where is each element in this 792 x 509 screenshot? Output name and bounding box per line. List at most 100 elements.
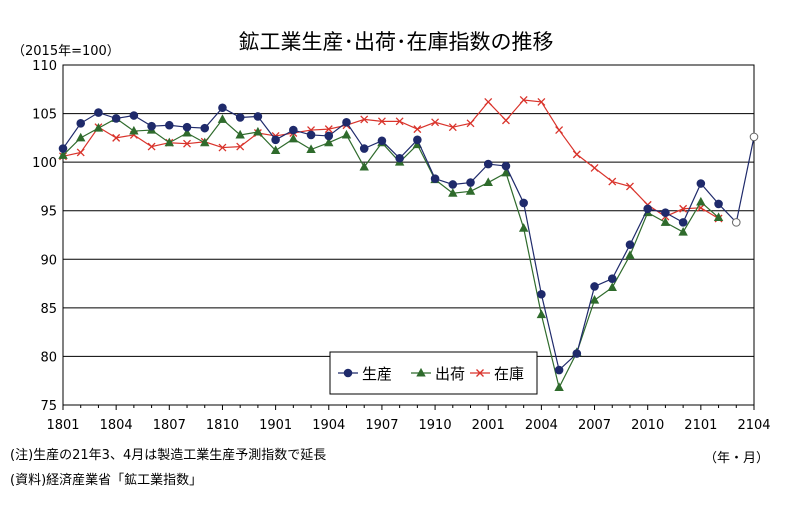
point-出荷-37	[713, 212, 724, 222]
point-出荷-8	[200, 137, 210, 147]
x-axis-unit-label: （年・月）	[704, 451, 770, 466]
point-生産-12	[271, 135, 280, 145]
point-出荷-9	[217, 114, 228, 123]
y-axis-unit-label: （2015年=100）	[12, 44, 120, 59]
point-生産-32	[625, 240, 635, 250]
point-出荷-25	[501, 167, 511, 177]
point-生産-24	[483, 159, 493, 169]
point-在庫-18	[377, 117, 386, 126]
point-生産-1	[76, 118, 86, 128]
point-出荷-23	[465, 186, 476, 195]
point-出荷-7	[182, 127, 192, 137]
y-tick-label-100: 100	[32, 156, 57, 171]
point-生産-21	[430, 174, 440, 183]
point-出荷-35	[678, 226, 688, 236]
point-生産-29	[572, 349, 582, 358]
point-在庫-10	[236, 142, 245, 151]
point-出荷-10	[235, 129, 245, 139]
point-生産-39	[749, 132, 759, 142]
series-line-出荷	[62, 117, 719, 390]
point-生産-17	[359, 144, 369, 153]
point-出荷-1	[76, 132, 86, 142]
point-生産-2	[94, 108, 103, 117]
point-在庫-1	[76, 148, 85, 157]
footnote: (注)生産の21年3、4月は製造工業生産予測指数で延長	[10, 448, 327, 463]
point-生産-8	[200, 123, 210, 133]
point-生産-19	[395, 153, 404, 163]
point-生産-18	[377, 136, 387, 146]
point-在庫-31	[608, 177, 617, 186]
source-note: (資料)経済産業省「鉱工業指数」	[10, 473, 203, 488]
point-生産-10	[235, 113, 245, 122]
point-出荷-14	[306, 144, 316, 154]
point-在庫-7	[183, 139, 191, 148]
point-在庫-21	[431, 118, 440, 127]
point-在庫-3	[112, 133, 121, 142]
point-在庫-30	[590, 164, 599, 172]
point-生産-27	[537, 289, 546, 299]
point-出荷-27	[536, 309, 547, 319]
point-生産-25	[501, 161, 511, 171]
point-出荷-36	[696, 196, 706, 206]
point-生産-34	[661, 208, 670, 217]
series-group	[58, 96, 759, 392]
x-tick-label-1910: 1910	[419, 418, 452, 433]
x-axis-ticks: 1801 1804 1807 1810 1901 1904 1907 1910 2001 2004…	[46, 405, 771, 433]
point-在庫-27	[537, 97, 546, 106]
point-出荷-30	[589, 294, 600, 304]
point-出荷-22	[448, 188, 458, 197]
point-生産-33	[643, 204, 652, 214]
x-tick-label-1807: 1807	[153, 418, 186, 433]
point-出荷-31	[607, 282, 617, 291]
point-在庫-5	[147, 142, 156, 151]
point-生産-7	[182, 122, 192, 132]
point-出荷-26	[518, 223, 529, 232]
y-tick-label-90: 90	[40, 253, 57, 268]
legend-box	[329, 351, 538, 395]
grid-lines	[62, 64, 755, 406]
series-在庫	[59, 96, 723, 223]
point-生産-11	[253, 112, 263, 121]
point-在庫-22	[448, 123, 457, 132]
legend-marker-在庫	[476, 369, 484, 377]
point-出荷-24	[483, 177, 493, 187]
series-出荷	[58, 113, 724, 392]
legend-item-生産: 生産	[338, 365, 392, 383]
point-在庫-15	[324, 125, 333, 134]
point-在庫-26	[519, 96, 528, 104]
x-tick-label-1907: 1907	[365, 418, 398, 433]
y-tick-label-105: 105	[32, 108, 57, 123]
point-生産-3	[111, 114, 121, 123]
x-tick-label-2104: 2104	[737, 418, 770, 433]
x-tick-label-2010: 2010	[631, 418, 664, 433]
point-出荷-17	[359, 161, 369, 171]
point-在庫-9	[218, 143, 227, 152]
point-在庫-25	[501, 116, 510, 125]
x-tick-label-1901: 1901	[259, 418, 292, 433]
point-生産-13	[289, 125, 298, 135]
legend: 生産 出荷 在庫	[329, 351, 538, 395]
point-生産-6	[165, 120, 174, 130]
point-在庫-17	[360, 115, 369, 124]
point-生産-9	[218, 103, 227, 113]
point-在庫-20	[413, 125, 422, 134]
point-生産-22	[448, 180, 458, 189]
series-line-生産	[62, 106, 720, 372]
x-tick-label-1801: 1801	[46, 418, 79, 433]
x-tick-label-1904: 1904	[312, 418, 345, 433]
point-出荷-15	[324, 137, 334, 147]
point-生産-26	[519, 198, 528, 208]
point-生産-4	[129, 111, 139, 120]
y-axis-ticks: 75 80 85 90 95 100 105 110	[32, 59, 57, 414]
point-在庫-24	[484, 97, 493, 106]
point-生産-5	[147, 121, 156, 131]
point-出荷-12	[270, 145, 281, 154]
y-tick-label-95: 95	[40, 205, 57, 220]
series-line-在庫	[62, 99, 719, 219]
legend-item-在庫: 在庫	[470, 365, 524, 383]
x-tick-label-2004: 2004	[525, 418, 558, 433]
point-在庫-23	[466, 119, 475, 128]
point-生産-20	[413, 135, 422, 145]
point-出荷-11	[253, 126, 263, 136]
point-生産-38	[731, 218, 741, 227]
